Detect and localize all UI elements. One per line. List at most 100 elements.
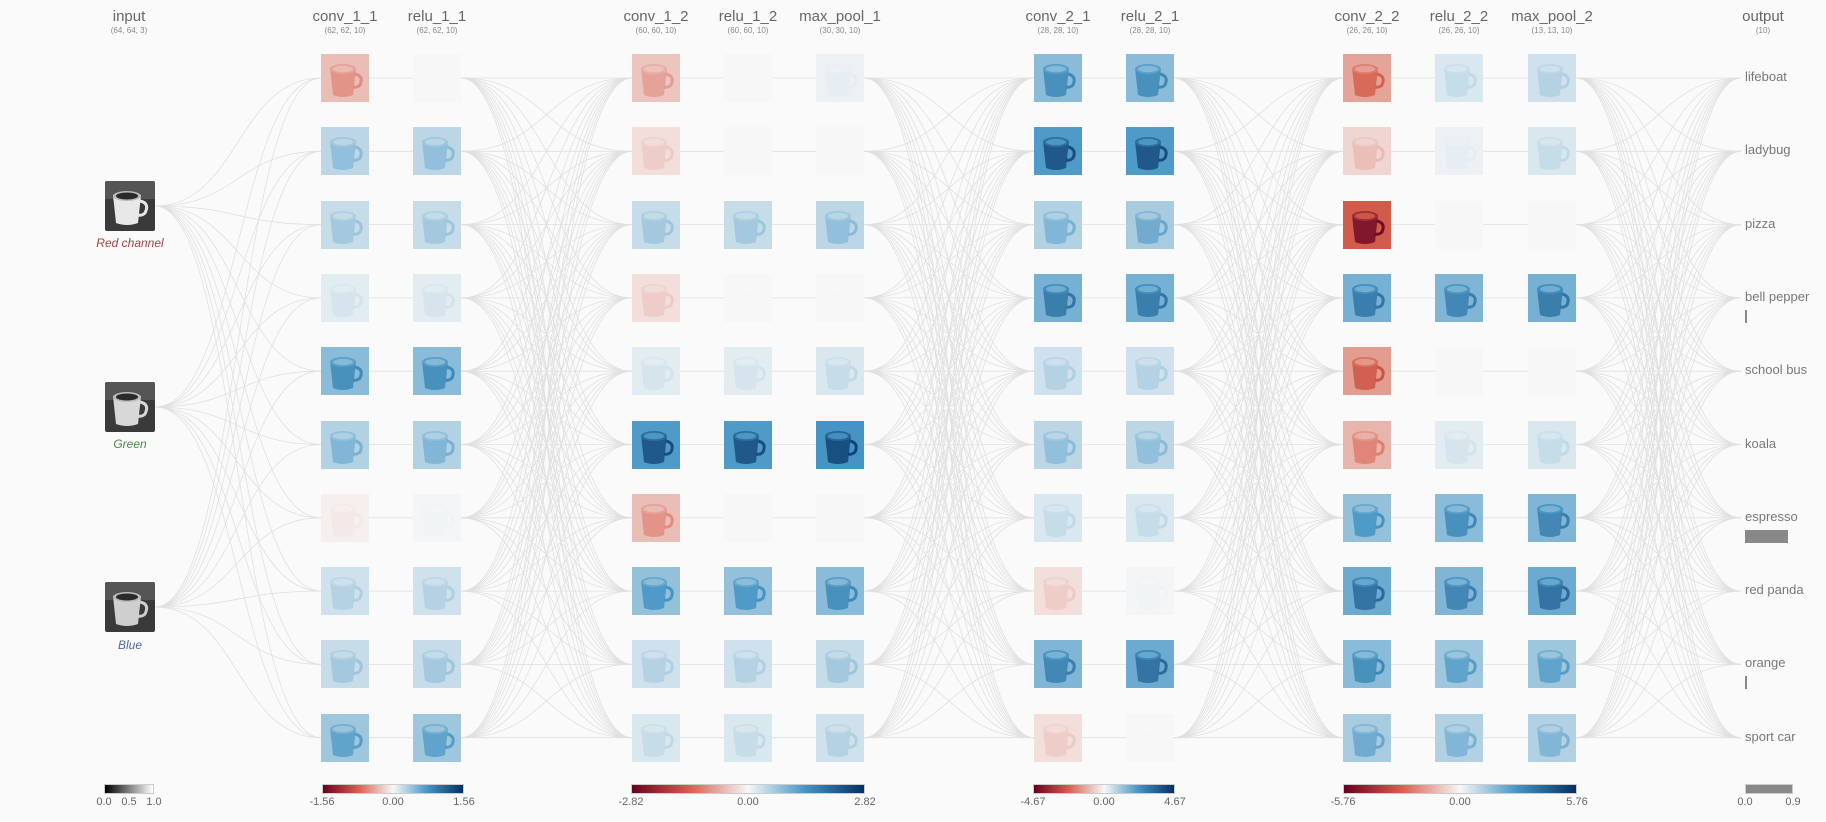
activation-map[interactable]	[1435, 567, 1483, 616]
activation-map[interactable]	[321, 640, 369, 689]
activation-map[interactable]	[413, 640, 461, 689]
activation-map[interactable]	[1034, 127, 1082, 176]
activation-map[interactable]	[413, 273, 461, 322]
activation-map[interactable]	[632, 127, 680, 176]
output-class-label[interactable]: orange	[1745, 655, 1786, 671]
activation-map[interactable]	[413, 347, 461, 396]
activation-map[interactable]	[1435, 200, 1483, 249]
activation-map[interactable]	[1034, 273, 1082, 322]
layer-header[interactable]: max_pool_1 (30, 30, 10)	[799, 8, 881, 36]
activation-map[interactable]	[1126, 200, 1174, 249]
activation-map[interactable]	[724, 54, 772, 102]
activation-map[interactable]	[321, 713, 369, 762]
activation-map[interactable]	[321, 567, 369, 616]
activation-map[interactable]	[1343, 420, 1391, 469]
activation-map[interactable]	[1034, 54, 1082, 102]
activation-map[interactable]	[816, 567, 864, 616]
activation-map[interactable]	[632, 420, 680, 469]
activation-map[interactable]	[816, 127, 864, 176]
activation-map[interactable]	[413, 200, 461, 249]
activation-map[interactable]	[816, 713, 864, 762]
activation-map[interactable]	[1528, 347, 1576, 396]
activation-map[interactable]	[1343, 347, 1391, 396]
activation-map[interactable]	[816, 420, 864, 469]
activation-map[interactable]	[321, 493, 369, 542]
layer-header[interactable]: relu_1_2 (60, 60, 10)	[719, 8, 777, 36]
activation-map[interactable]	[1435, 493, 1483, 542]
output-class-label[interactable]: koala	[1745, 435, 1777, 451]
activation-map[interactable]	[816, 273, 864, 322]
activation-map[interactable]	[1034, 567, 1082, 616]
activation-map[interactable]	[1034, 200, 1082, 249]
activation-map[interactable]	[413, 54, 461, 102]
layer-header[interactable]: relu_2_1 (28, 28, 10)	[1121, 8, 1179, 36]
activation-map[interactable]	[1034, 713, 1082, 762]
activation-map[interactable]	[1435, 640, 1483, 689]
activation-map[interactable]	[632, 54, 680, 102]
activation-map[interactable]	[816, 347, 864, 396]
activation-map[interactable]	[1528, 713, 1576, 762]
activation-map[interactable]	[1343, 713, 1391, 762]
activation-map[interactable]	[632, 273, 680, 322]
activation-map[interactable]	[413, 420, 461, 469]
activation-map[interactable]	[1126, 567, 1174, 616]
activation-map[interactable]	[724, 567, 772, 616]
activation-map[interactable]	[1528, 493, 1576, 542]
activation-map[interactable]	[724, 200, 772, 249]
input-channel-image[interactable]	[105, 582, 155, 632]
output-class-label[interactable]: red panda	[1745, 582, 1804, 598]
activation-map[interactable]	[632, 713, 680, 762]
layer-header[interactable]: conv_1_1 (62, 62, 10)	[312, 8, 377, 36]
layer-header[interactable]: relu_2_2 (26, 26, 10)	[1430, 8, 1488, 36]
activation-map[interactable]	[1435, 127, 1483, 176]
activation-map[interactable]	[1528, 273, 1576, 322]
activation-map[interactable]	[816, 200, 864, 249]
activation-map[interactable]	[632, 567, 680, 616]
layer-header[interactable]: relu_1_1 (62, 62, 10)	[408, 8, 466, 36]
activation-map[interactable]	[1528, 640, 1576, 689]
activation-map[interactable]	[1435, 713, 1483, 762]
activation-map[interactable]	[816, 54, 864, 102]
output-class-label[interactable]: lifeboat	[1745, 69, 1787, 84]
activation-map[interactable]	[816, 493, 864, 542]
activation-map[interactable]	[1343, 567, 1391, 616]
activation-map[interactable]	[1126, 640, 1174, 689]
activation-map[interactable]	[1034, 347, 1082, 396]
activation-map[interactable]	[1528, 200, 1576, 249]
activation-map[interactable]	[724, 420, 772, 469]
activation-map[interactable]	[321, 420, 369, 469]
activation-map[interactable]	[1126, 127, 1174, 176]
activation-map[interactable]	[816, 640, 864, 689]
output-class-label[interactable]: school bus	[1745, 362, 1808, 378]
activation-map[interactable]	[1435, 273, 1483, 322]
activation-map[interactable]	[1126, 347, 1174, 396]
activation-map[interactable]	[632, 200, 680, 249]
activation-map[interactable]	[1343, 200, 1391, 249]
activation-map[interactable]	[1034, 640, 1082, 689]
activation-map[interactable]	[1343, 127, 1391, 176]
activation-map[interactable]	[724, 640, 772, 689]
activation-map[interactable]	[1343, 493, 1391, 542]
activation-map[interactable]	[321, 200, 369, 249]
activation-map[interactable]	[1528, 127, 1576, 176]
activation-map[interactable]	[1126, 493, 1174, 542]
activation-map[interactable]	[1126, 54, 1174, 102]
activation-map[interactable]	[413, 713, 461, 762]
output-class-label[interactable]: bell pepper	[1745, 288, 1810, 304]
input-channel-image[interactable]	[105, 181, 155, 231]
layer-header[interactable]: conv_1_2 (60, 60, 10)	[623, 8, 688, 36]
activation-map[interactable]	[632, 493, 680, 542]
activation-map[interactable]	[1034, 420, 1082, 469]
activation-map[interactable]	[1126, 713, 1174, 762]
activation-map[interactable]	[632, 347, 680, 396]
activation-map[interactable]	[1528, 54, 1576, 102]
activation-map[interactable]	[1435, 420, 1483, 469]
activation-map[interactable]	[413, 567, 461, 616]
activation-map[interactable]	[1528, 420, 1576, 469]
output-class-label[interactable]: pizza	[1745, 215, 1776, 231]
layer-header[interactable]: conv_2_1 (28, 28, 10)	[1025, 8, 1090, 36]
activation-map[interactable]	[724, 347, 772, 396]
activation-map[interactable]	[724, 273, 772, 322]
activation-map[interactable]	[413, 493, 461, 542]
activation-map[interactable]	[1343, 54, 1391, 102]
